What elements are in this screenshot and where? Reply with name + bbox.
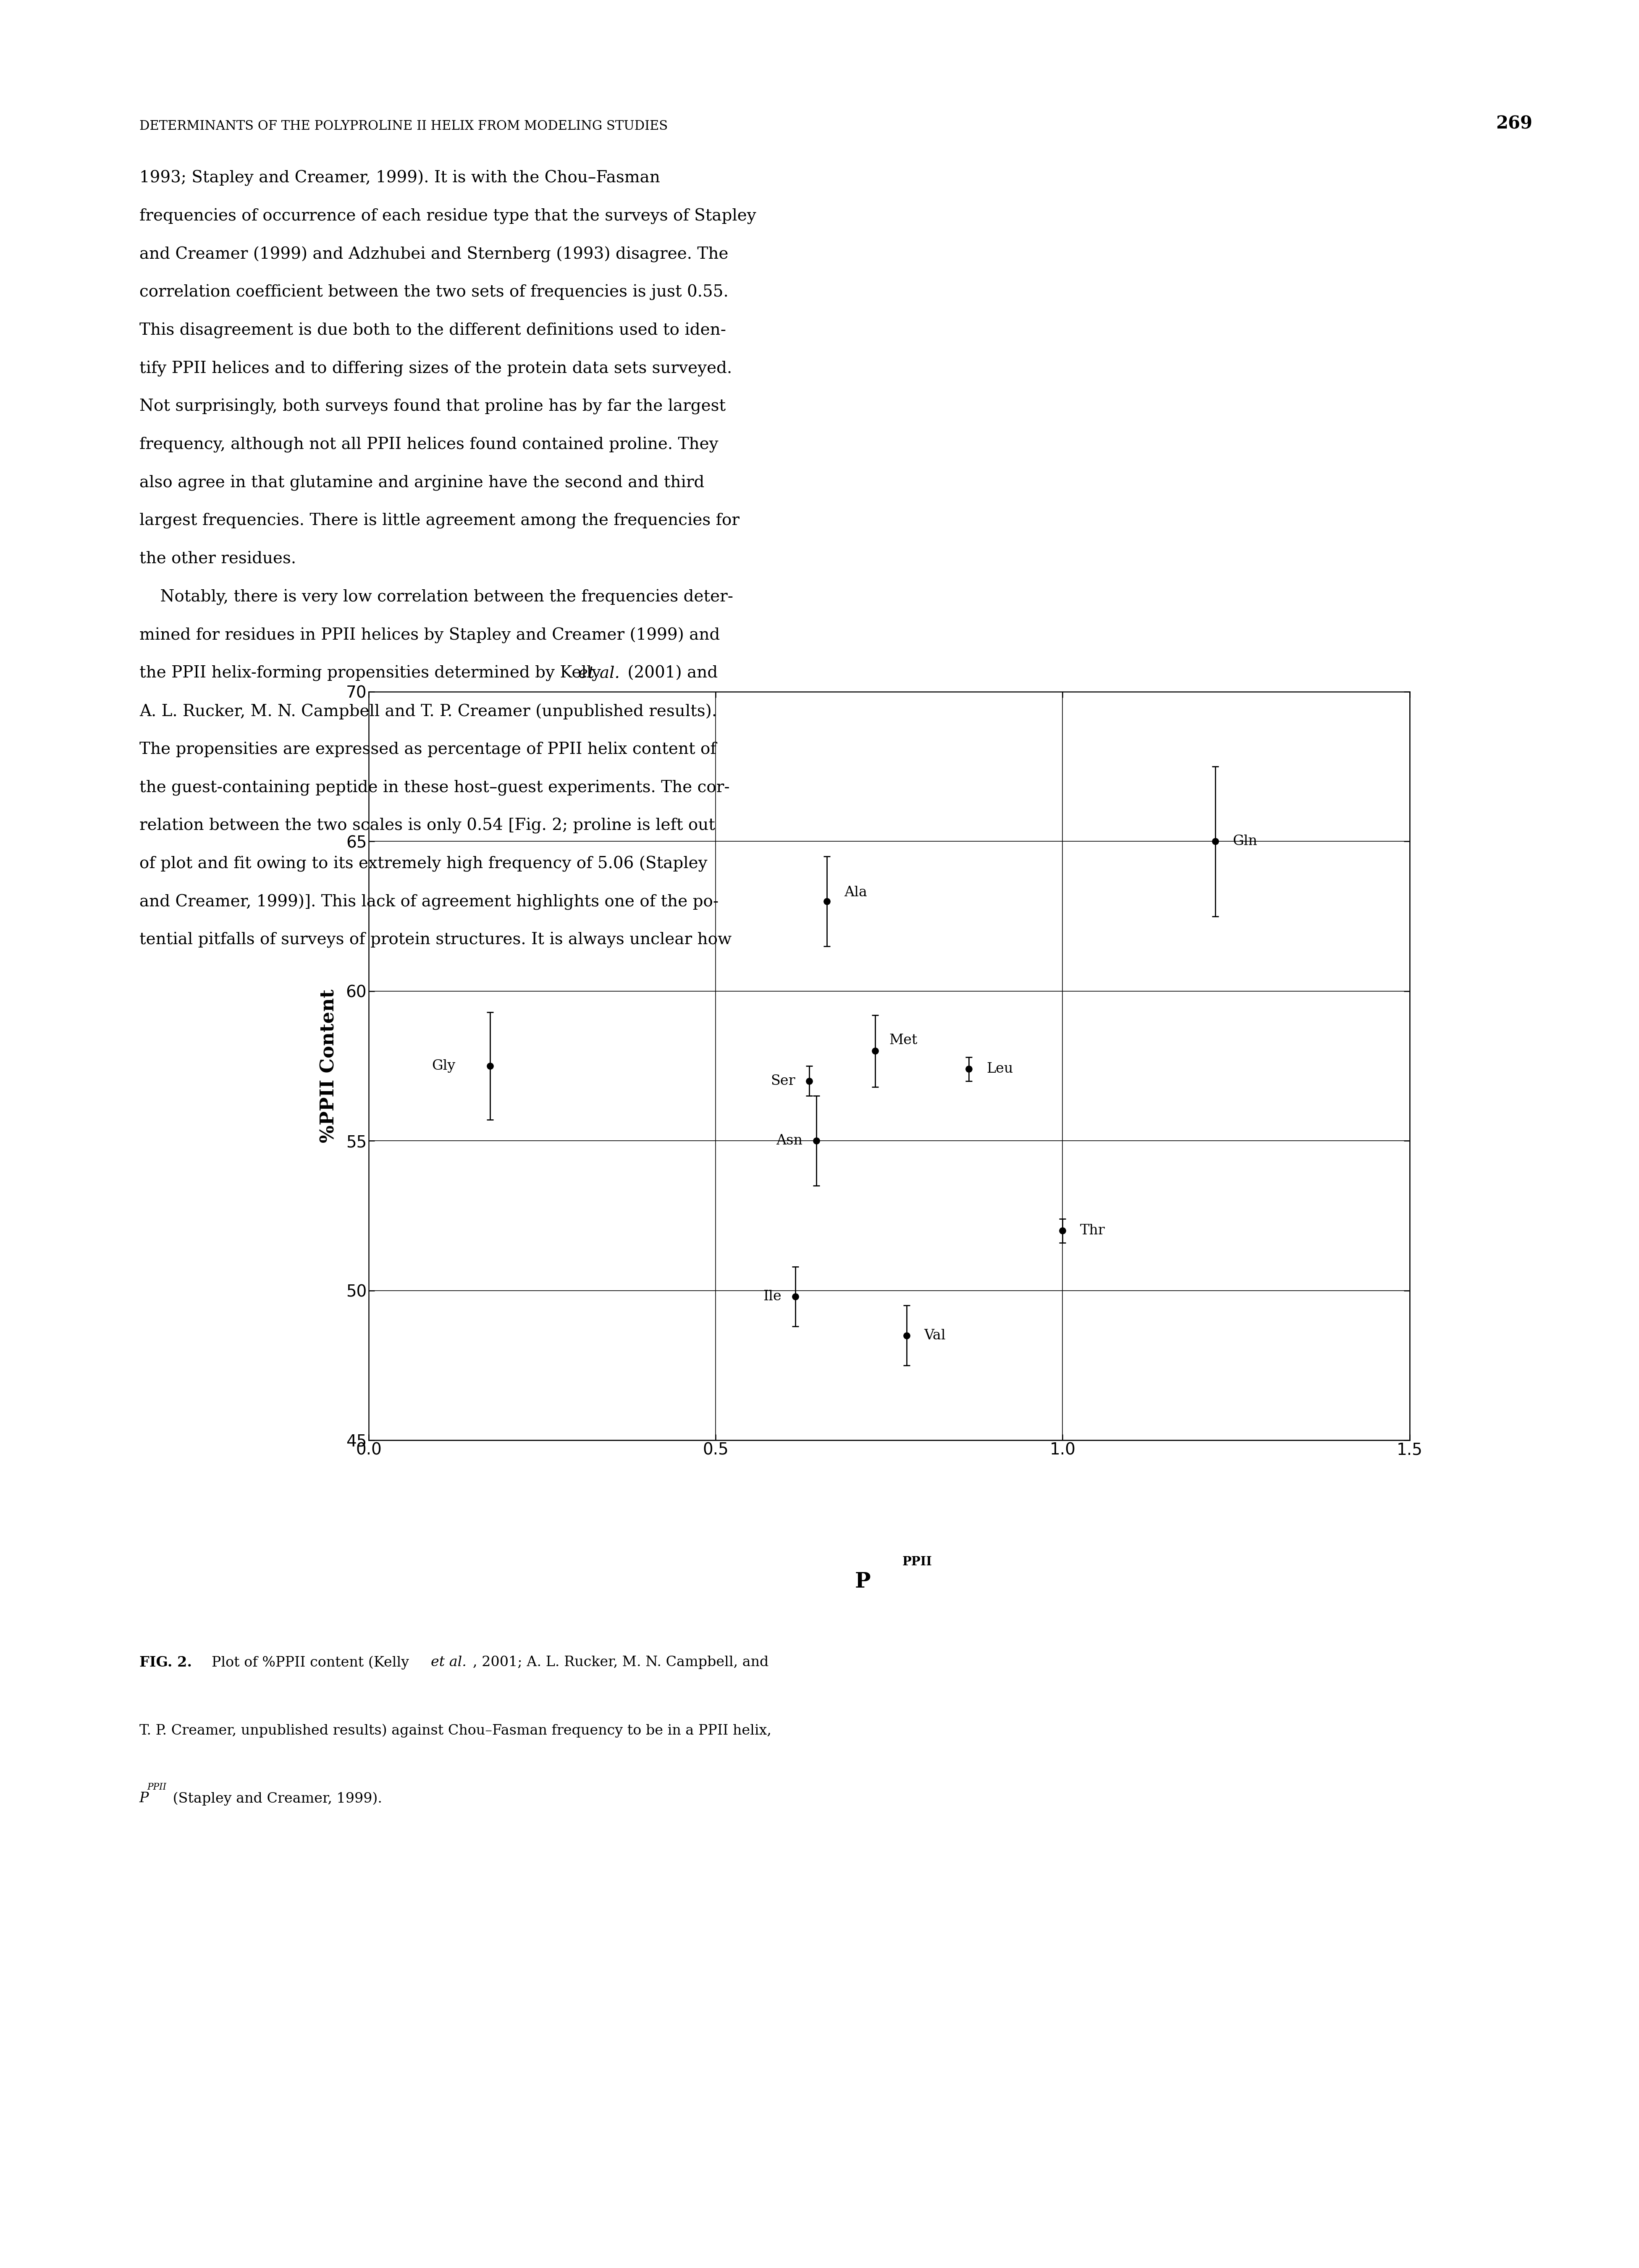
Text: The propensities are expressed as percentage of PPII helix content of: The propensities are expressed as percen…	[139, 742, 716, 758]
Text: 1993; Stapley and Creamer, 1999). It is with the Chou–Fasman: 1993; Stapley and Creamer, 1999). It is …	[139, 170, 661, 186]
Text: of plot and fit owing to its extremely high frequency of 5.06 (Stapley: of plot and fit owing to its extremely h…	[139, 855, 708, 873]
Text: et al.: et al.	[579, 665, 620, 680]
Text: Val: Val	[924, 1329, 946, 1343]
Text: the other residues.: the other residues.	[139, 551, 297, 567]
Text: This disagreement is due both to the different definitions used to iden-: This disagreement is due both to the dif…	[139, 322, 726, 338]
Text: P: P	[856, 1572, 870, 1592]
Text: and Creamer (1999) and Adzhubei and Sternberg (1993) disagree. The: and Creamer (1999) and Adzhubei and Ster…	[139, 247, 728, 263]
Text: Plot of %PPII content (Kelly: Plot of %PPII content (Kelly	[198, 1656, 413, 1669]
Text: tential pitfalls of surveys of protein structures. It is always unclear how: tential pitfalls of surveys of protein s…	[139, 932, 731, 948]
Text: correlation coefficient between the two sets of frequencies is just 0.55.: correlation coefficient between the two …	[139, 284, 728, 299]
Text: tify PPII helices and to differing sizes of the protein data sets surveyed.: tify PPII helices and to differing sizes…	[139, 361, 733, 376]
Text: DETERMINANTS OF THE POLYPROLINE II HELIX FROM MODELING STUDIES: DETERMINANTS OF THE POLYPROLINE II HELIX…	[139, 120, 667, 132]
Text: Not surprisingly, both surveys found that proline has by far the largest: Not surprisingly, both surveys found tha…	[139, 399, 726, 415]
Text: (Stapley and Creamer, 1999).: (Stapley and Creamer, 1999).	[169, 1792, 382, 1805]
Text: P: P	[139, 1792, 149, 1805]
Text: 269: 269	[1496, 116, 1532, 132]
Y-axis label: %PPII Content: %PPII Content	[320, 989, 338, 1143]
Text: Ile: Ile	[764, 1290, 782, 1304]
Text: FIG. 2.: FIG. 2.	[139, 1656, 192, 1669]
Text: Ala: Ala	[844, 885, 867, 898]
Text: Leu: Leu	[987, 1061, 1013, 1075]
Text: Thr: Thr	[1080, 1225, 1105, 1238]
Text: et al.: et al.	[431, 1656, 467, 1669]
Text: relation between the two scales is only 0.54 [Fig. 2; proline is left out: relation between the two scales is only …	[139, 819, 715, 835]
Text: PPII: PPII	[148, 1783, 166, 1792]
Text: Ser: Ser	[770, 1075, 795, 1089]
Text: Notably, there is very low correlation between the frequencies deter-: Notably, there is very low correlation b…	[139, 590, 733, 606]
Text: Met: Met	[888, 1034, 918, 1048]
Text: A. L. Rucker, M. N. Campbell and T. P. Creamer (unpublished results).: A. L. Rucker, M. N. Campbell and T. P. C…	[139, 703, 716, 719]
Text: mined for residues in PPII helices by Stapley and Creamer (1999) and: mined for residues in PPII helices by St…	[139, 628, 720, 644]
Text: Asn: Asn	[775, 1134, 803, 1148]
Text: the guest-containing peptide in these host–guest experiments. The cor-: the guest-containing peptide in these ho…	[139, 780, 729, 796]
Text: PPII: PPII	[901, 1556, 933, 1567]
Text: , 2001; A. L. Rucker, M. N. Campbell, and: , 2001; A. L. Rucker, M. N. Campbell, an…	[474, 1656, 769, 1669]
Text: Gln: Gln	[1233, 835, 1257, 848]
Text: also agree in that glutamine and arginine have the second and third: also agree in that glutamine and arginin…	[139, 474, 705, 490]
Text: (2001) and: (2001) and	[623, 665, 718, 680]
Text: T. P. Creamer, unpublished results) against Chou–Fasman frequency to be in a PPI: T. P. Creamer, unpublished results) agai…	[139, 1724, 772, 1737]
Text: and Creamer, 1999)]. This lack of agreement highlights one of the po-: and Creamer, 1999)]. This lack of agreem…	[139, 894, 718, 909]
Text: Gly: Gly	[433, 1059, 456, 1073]
Text: frequency, although not all PPII helices found contained proline. They: frequency, although not all PPII helices…	[139, 438, 718, 454]
Text: the PPII helix-forming propensities determined by Kelly: the PPII helix-forming propensities dete…	[139, 665, 606, 680]
Text: frequencies of occurrence of each residue type that the surveys of Stapley: frequencies of occurrence of each residu…	[139, 209, 756, 225]
Text: largest frequencies. There is little agreement among the frequencies for: largest frequencies. There is little agr…	[139, 513, 739, 528]
